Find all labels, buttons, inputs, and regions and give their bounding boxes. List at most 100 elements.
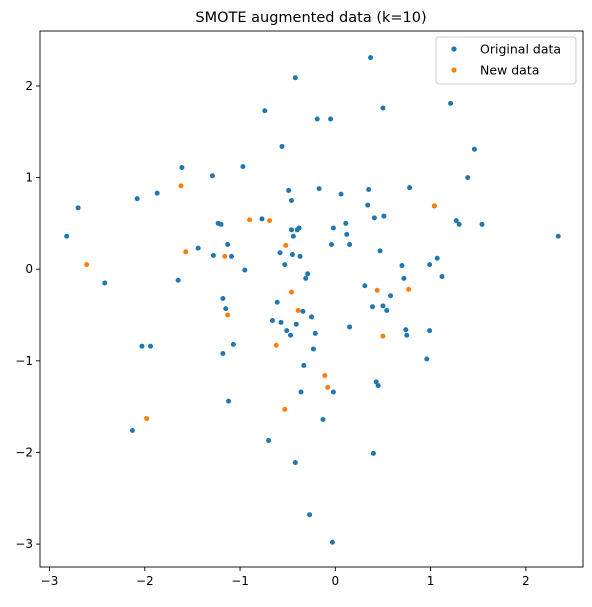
data-point <box>298 389 304 395</box>
data-point <box>344 231 350 237</box>
data-point <box>282 262 288 268</box>
data-point <box>210 252 216 258</box>
data-point <box>223 306 229 312</box>
data-point <box>406 286 412 292</box>
legend: Original data New data <box>435 36 577 85</box>
data-point <box>424 356 430 362</box>
data-point <box>403 327 409 333</box>
data-point <box>288 198 294 203</box>
x-tick-label: 1 <box>427 574 435 588</box>
data-point <box>300 308 306 314</box>
data-point <box>322 373 328 379</box>
data-point <box>380 333 386 339</box>
data-point <box>134 196 140 202</box>
data-point <box>456 221 462 227</box>
data-point <box>431 203 437 209</box>
data-point <box>307 512 313 518</box>
data-point <box>277 250 283 256</box>
data-point <box>222 253 228 259</box>
data-point <box>282 406 288 412</box>
data-point <box>209 173 215 179</box>
data-point <box>278 319 284 325</box>
data-point <box>266 438 272 444</box>
x-tick-label: 0 <box>331 574 339 588</box>
data-point <box>328 116 334 122</box>
data-point <box>314 116 320 122</box>
data-point <box>310 346 316 352</box>
y-tick-label: 1 <box>25 171 33 185</box>
legend-marker-new-data <box>451 67 457 73</box>
data-point <box>230 341 236 347</box>
data-point <box>295 307 301 313</box>
data-point <box>64 233 70 239</box>
data-point <box>129 427 135 433</box>
series-new-data <box>84 183 437 422</box>
data-point <box>220 296 226 302</box>
data-point <box>84 262 90 268</box>
data-point <box>329 539 335 545</box>
data-point <box>262 108 268 114</box>
data-point <box>288 227 294 233</box>
data-point <box>139 343 145 349</box>
data-point <box>183 249 189 255</box>
y-tick-label: 2 <box>25 79 33 93</box>
data-point <box>148 343 154 349</box>
data-point <box>320 416 326 422</box>
data-point <box>325 384 331 390</box>
data-point <box>479 221 485 227</box>
data-point <box>218 221 224 227</box>
data-point <box>388 293 394 299</box>
data-point <box>381 213 387 219</box>
data-point <box>269 318 275 324</box>
data-point <box>102 280 108 286</box>
data-point <box>220 351 226 357</box>
data-point <box>374 287 380 293</box>
data-point <box>274 299 280 305</box>
data-point <box>399 263 405 269</box>
data-point <box>195 245 201 251</box>
data-point <box>154 190 160 196</box>
x-axis: −3 −2 −1 0 1 2 <box>41 567 530 588</box>
y-tick-label: −2 <box>15 445 33 459</box>
x-tick-label: 2 <box>522 574 530 588</box>
data-point <box>338 191 344 197</box>
data-point <box>365 202 371 208</box>
data-point <box>427 328 433 334</box>
data-point <box>401 275 407 281</box>
legend-marker-original-data <box>451 46 457 52</box>
data-point <box>286 187 292 193</box>
legend-label-original-data: Original data <box>480 42 561 57</box>
chart-title: SMOTE augmented data (k=10) <box>195 10 426 26</box>
data-point <box>371 215 377 221</box>
data-point <box>375 383 381 389</box>
data-point <box>309 314 314 320</box>
data-point <box>273 342 279 348</box>
series-original-data <box>64 55 561 545</box>
data-point <box>288 289 294 295</box>
data-point <box>296 225 302 231</box>
data-point <box>297 253 303 259</box>
data-point <box>290 233 296 239</box>
data-point <box>434 255 440 261</box>
data-point <box>370 450 376 456</box>
data-point <box>288 332 294 338</box>
data-point <box>343 220 349 226</box>
y-tick-label: −1 <box>15 354 33 368</box>
data-point <box>380 105 386 111</box>
legend-box <box>435 36 577 85</box>
data-point <box>312 330 318 336</box>
data-point <box>404 332 410 338</box>
data-point <box>289 252 295 258</box>
data-point <box>377 248 383 254</box>
data-point <box>330 225 336 231</box>
data-point <box>226 398 232 404</box>
data-point <box>305 271 311 277</box>
data-point <box>292 75 298 81</box>
data-point <box>240 164 246 170</box>
data-point <box>225 241 231 247</box>
data-point <box>175 277 181 283</box>
plot-area-frame <box>39 30 584 568</box>
data-point <box>448 100 454 106</box>
data-point <box>471 146 477 152</box>
